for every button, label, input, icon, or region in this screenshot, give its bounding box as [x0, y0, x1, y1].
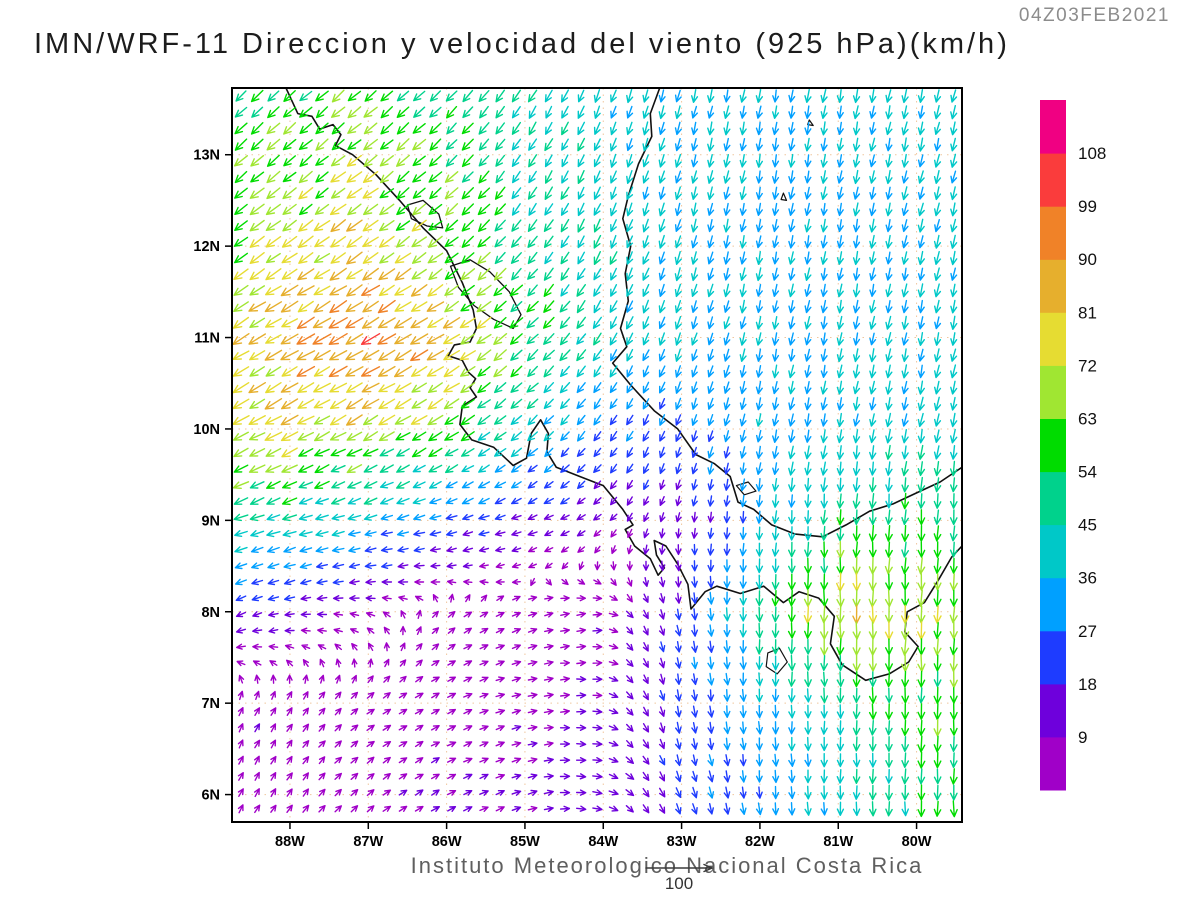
chart-title: IMN/WRF-11 Direccion y velocidad del vie… — [34, 28, 1010, 60]
y-tick-label: 11N — [194, 331, 220, 347]
reference-vector: 100 — [645, 863, 714, 893]
colorbar-label: 81 — [1078, 303, 1097, 322]
colorbar-segment — [1040, 206, 1066, 260]
colorbar-segment — [1040, 418, 1066, 473]
x-tick-label: 87W — [353, 834, 383, 850]
colorbar-label: 54 — [1078, 463, 1097, 482]
colorbar-segment — [1040, 312, 1066, 366]
forecast-timestamp: 04Z03FEB2021 — [1018, 5, 1170, 26]
x-tick-label: 81W — [823, 834, 853, 850]
colorbar-label: 72 — [1078, 356, 1097, 375]
x-tick-label: 88W — [275, 834, 305, 850]
colorbar-label: 90 — [1078, 250, 1097, 269]
x-tick-label: 83W — [667, 834, 697, 850]
colorbar-segment — [1040, 683, 1066, 738]
colorbar-segment — [1040, 736, 1066, 791]
colorbar-segment — [1040, 365, 1066, 419]
y-tick-label: 10N — [193, 422, 220, 438]
colorbar-label: 27 — [1078, 622, 1097, 641]
y-tick-label: 13N — [193, 148, 220, 164]
island-outline — [735, 481, 757, 496]
colorbar-label: 36 — [1078, 569, 1097, 588]
y-tick-label: 12N — [193, 239, 220, 255]
x-tick-label: 82W — [745, 834, 775, 850]
axis-labels: 88W 87W 86W 85W 84W 83W 82W 81W 80W 6N 7N 8N 9N 10N 11… — [193, 148, 931, 850]
colorbar: 9 18 27 36 45 54 63 72 81 90 99 108 — [1040, 100, 1106, 791]
colorbar-label: 45 — [1078, 516, 1097, 535]
wind-arrows — [232, 88, 958, 818]
footer-institution: Instituto Meteorologico Nacional Costa R… — [410, 853, 924, 878]
reference-vector-label: 100 — [665, 874, 693, 893]
colorbar-segment — [1040, 259, 1066, 313]
y-tick-label: 7N — [201, 696, 220, 712]
x-tick-label: 84W — [588, 834, 618, 850]
map-frame — [231, 87, 963, 823]
colorbar-segment — [1040, 153, 1066, 207]
colorbar-label: 9 — [1078, 728, 1087, 747]
colorbar-segment — [1040, 630, 1066, 685]
colorbar-label: 18 — [1078, 675, 1097, 694]
colorbar-label: 99 — [1078, 197, 1097, 216]
x-tick-label: 85W — [510, 834, 540, 850]
lake-outline — [406, 199, 444, 229]
island-outline — [780, 192, 788, 201]
colorbar-segment — [1040, 577, 1066, 632]
y-tick-label: 8N — [201, 605, 220, 621]
x-tick-label: 80W — [902, 834, 932, 850]
colorbar-segment — [1040, 524, 1066, 579]
colorbar-segment — [1040, 100, 1066, 154]
x-tick-label: 86W — [432, 834, 462, 850]
y-tick-label: 6N — [201, 788, 220, 804]
colorbar-label: 108 — [1078, 144, 1106, 163]
y-tick-label: 9N — [201, 513, 220, 529]
colorbar-segment — [1040, 471, 1066, 526]
colorbar-label: 63 — [1078, 410, 1097, 429]
